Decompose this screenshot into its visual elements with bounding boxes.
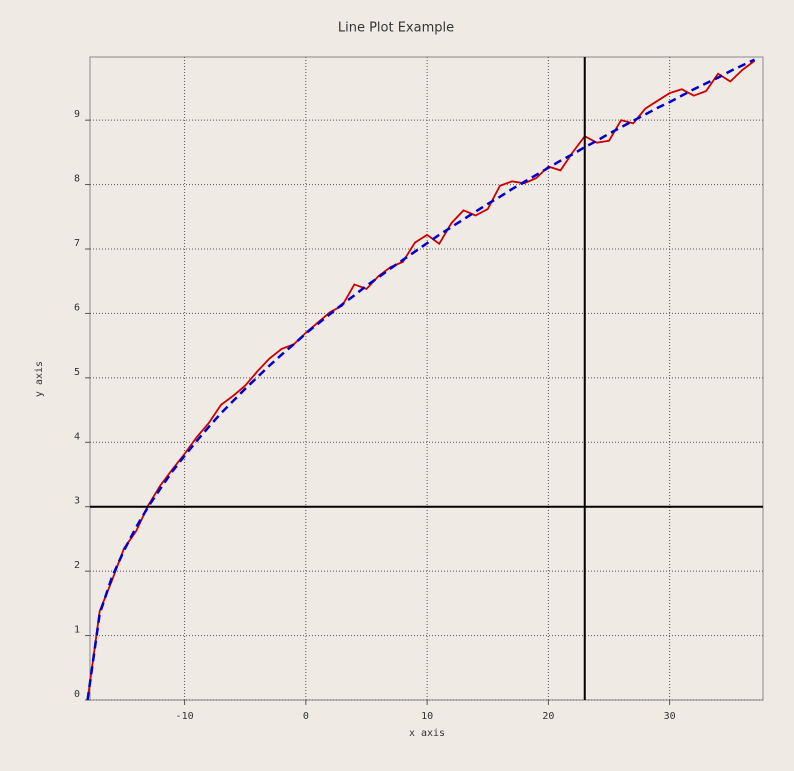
y-tick-label: 3: [74, 496, 80, 507]
x-axis-label: x axis: [409, 728, 445, 739]
y-tick-label: 2: [74, 560, 80, 571]
chart-title: Line Plot Example: [338, 21, 454, 36]
y-tick-label: 0: [74, 689, 80, 700]
y-tick-label: 8: [74, 174, 80, 185]
x-tick-label: 20: [542, 711, 554, 722]
y-tick-label: 9: [74, 109, 80, 120]
plot-frame: [89, 56, 764, 701]
data-line: [86, 60, 756, 701]
y-tick-label: 5: [74, 367, 80, 378]
data-line: [86, 58, 756, 701]
y-tick-label: 1: [74, 625, 80, 636]
y-tick-label: 4: [74, 431, 80, 442]
x-tick-label: -10: [176, 711, 194, 722]
y-axis-label: y axis: [34, 361, 45, 397]
x-tick-label: 0: [303, 711, 309, 722]
y-tick-label: 7: [74, 238, 80, 249]
y-tick-label: 6: [74, 302, 80, 313]
x-tick-label: 10: [421, 711, 433, 722]
x-tick-label: 30: [664, 711, 676, 722]
